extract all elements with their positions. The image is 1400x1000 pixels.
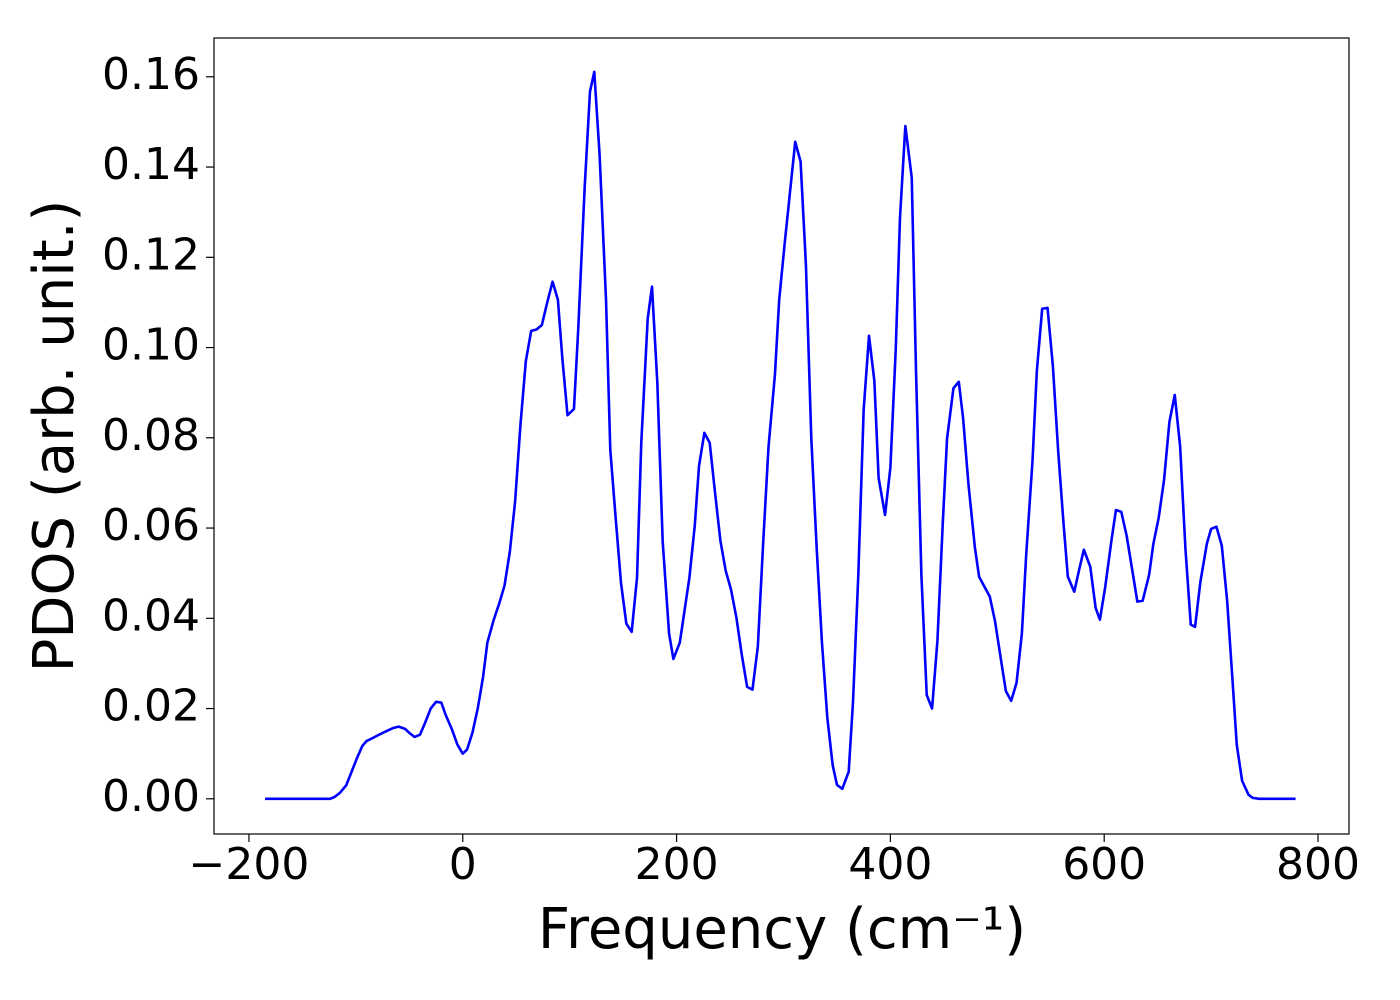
x-tick-label: 400 <box>848 839 932 890</box>
y-tick-label: 0.12 <box>102 229 200 280</box>
x-tick-label: −200 <box>189 839 310 890</box>
data-line <box>264 70 1296 801</box>
y-tick-label: 0.16 <box>102 49 200 100</box>
plot-frame <box>213 37 1350 835</box>
y-tick-label: 0.14 <box>102 139 200 190</box>
y-tick-label: 0.08 <box>102 410 200 461</box>
y-axis-label: PDOS (arb. unit.) <box>22 200 87 673</box>
x-axis-label: Frequency (cm⁻¹) <box>538 897 1026 962</box>
y-tick-label: 0.04 <box>102 590 200 641</box>
x-tick-label: 200 <box>635 839 719 890</box>
y-tick-label: 0.06 <box>102 500 200 551</box>
x-tick-label: 0 <box>449 839 477 890</box>
x-tick-label: 800 <box>1276 839 1360 890</box>
x-tick-label: 600 <box>1062 839 1146 890</box>
y-tick-label: 0.10 <box>102 320 200 371</box>
y-tick-label: 0.02 <box>102 681 200 732</box>
y-tick-label: 0.00 <box>102 771 200 822</box>
